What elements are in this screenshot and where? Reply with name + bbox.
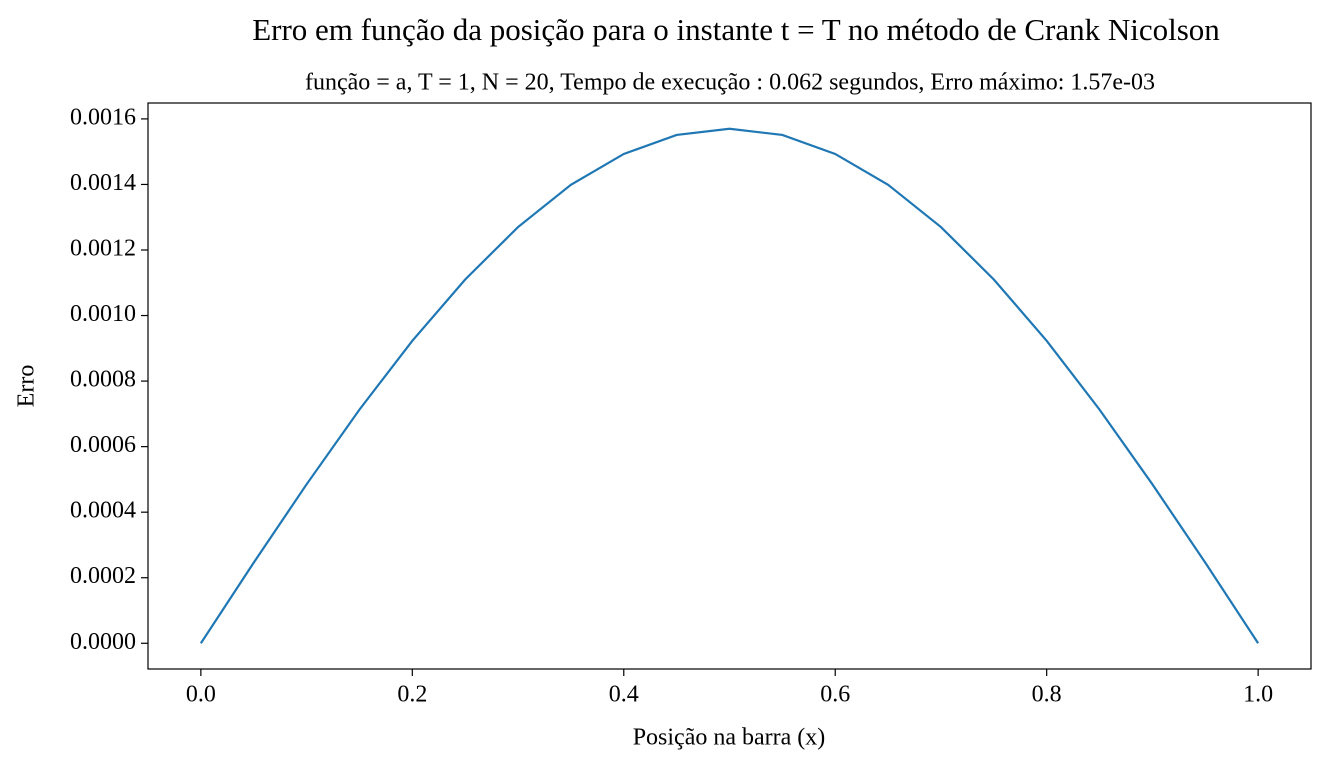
chart-subtitle: função = a, T = 1, N = 20, Tempo de exec…	[305, 70, 1155, 96]
x-tick-label: 0.4	[609, 682, 639, 708]
x-tick-label: 0.0	[186, 682, 216, 708]
y-tick-label: 0.0002	[70, 563, 136, 589]
x-tick-label: 0.8	[1032, 682, 1062, 708]
y-tick-label: 0.0006	[70, 432, 136, 458]
y-tick-label: 0.0000	[70, 629, 136, 655]
y-tick-label: 0.0010	[70, 301, 136, 327]
y-tick-label: 0.0008	[70, 367, 136, 393]
y-tick-label: 0.0016	[70, 104, 136, 130]
y-tick-label: 0.0014	[70, 170, 136, 196]
y-tick-label: 0.0004	[70, 498, 136, 524]
y-axis-label: Erro	[14, 365, 40, 408]
plot-frame	[147, 102, 1312, 670]
x-tick-label: 1.0	[1243, 682, 1273, 708]
x-axis-label: Posição na barra (x)	[633, 725, 826, 751]
x-tick-label: 0.2	[397, 682, 427, 708]
line-series	[199, 127, 1260, 644]
chart-title: Erro em função da posição para o instant…	[252, 12, 1220, 47]
x-tick-label: 0.6	[820, 682, 850, 708]
y-tick-label: 0.0012	[70, 235, 136, 261]
